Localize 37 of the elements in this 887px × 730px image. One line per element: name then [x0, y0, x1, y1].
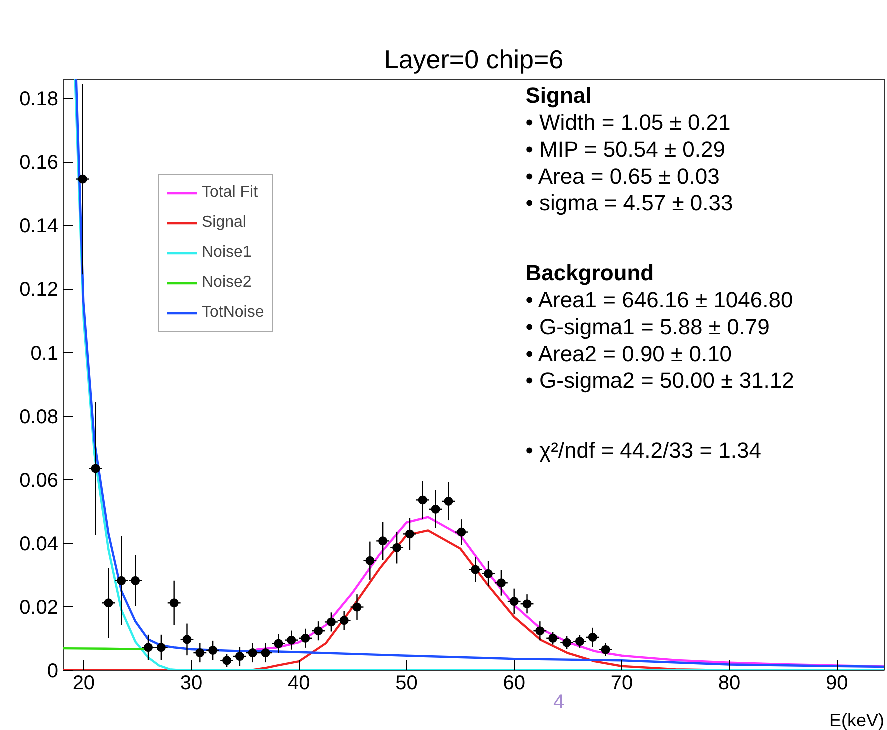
- x-tick-label: 40: [288, 672, 310, 694]
- annotation: • MIP = 50.54 ± 0.29: [526, 136, 726, 162]
- text: 4: [554, 692, 565, 714]
- legend-label: Signal: [202, 214, 246, 232]
- annotation: • G-sigma2 = 50.00 ± 31.12: [526, 368, 794, 394]
- x-tick-label: 60: [503, 672, 526, 694]
- annotation: • Area1 = 646.16 ± 1046.80: [526, 288, 794, 312]
- annotation: • Area = 0.65 ± 0.03: [526, 164, 720, 189]
- annotation: • Width = 1.05 ± 0.21: [526, 110, 731, 136]
- annotation: • G-sigma1 = 5.88 ± 0.79: [526, 314, 770, 340]
- y-tick-label: 0.1: [30, 342, 59, 365]
- x-tick-label: 90: [826, 672, 848, 694]
- x-tick-label: 20: [72, 672, 96, 694]
- annotation: Signal: [526, 83, 592, 108]
- x-tick-label: 30: [180, 672, 203, 694]
- y-tick-label: 0.16: [20, 152, 59, 174]
- annotation: Background: [526, 260, 654, 286]
- y-tick-label: 0.18: [20, 88, 59, 111]
- y-tick-label: 0: [47, 660, 58, 682]
- y-tick-label: 0.14: [20, 216, 59, 238]
- x-tick-label: 50: [396, 672, 418, 694]
- legend-label: TotNoise: [202, 304, 264, 322]
- y-tick-label: 0.06: [20, 470, 59, 492]
- x-tick-label: 80: [718, 672, 741, 694]
- legend-label: Noise2: [202, 274, 252, 292]
- legend-label: Noise1: [202, 244, 252, 262]
- x-tick-label: 70: [610, 672, 634, 694]
- x-axis-title: E(keV): [829, 710, 885, 730]
- chart-title: Layer=0 chip=6: [384, 44, 564, 74]
- y-tick-label: 0.08: [20, 406, 59, 428]
- annotation: • sigma = 4.57 ± 0.33: [526, 190, 734, 216]
- y-tick-label: 0.12: [20, 279, 59, 302]
- y-tick-label: 0.02: [20, 596, 59, 619]
- annotation: • Area2 = 0.90 ± 0.10: [526, 341, 732, 366]
- y-tick-label: 0.04: [20, 533, 59, 556]
- legend-label: Total Fit: [202, 184, 258, 202]
- annotation: • χ²/ndf = 44.2/33 = 1.34: [526, 438, 762, 464]
